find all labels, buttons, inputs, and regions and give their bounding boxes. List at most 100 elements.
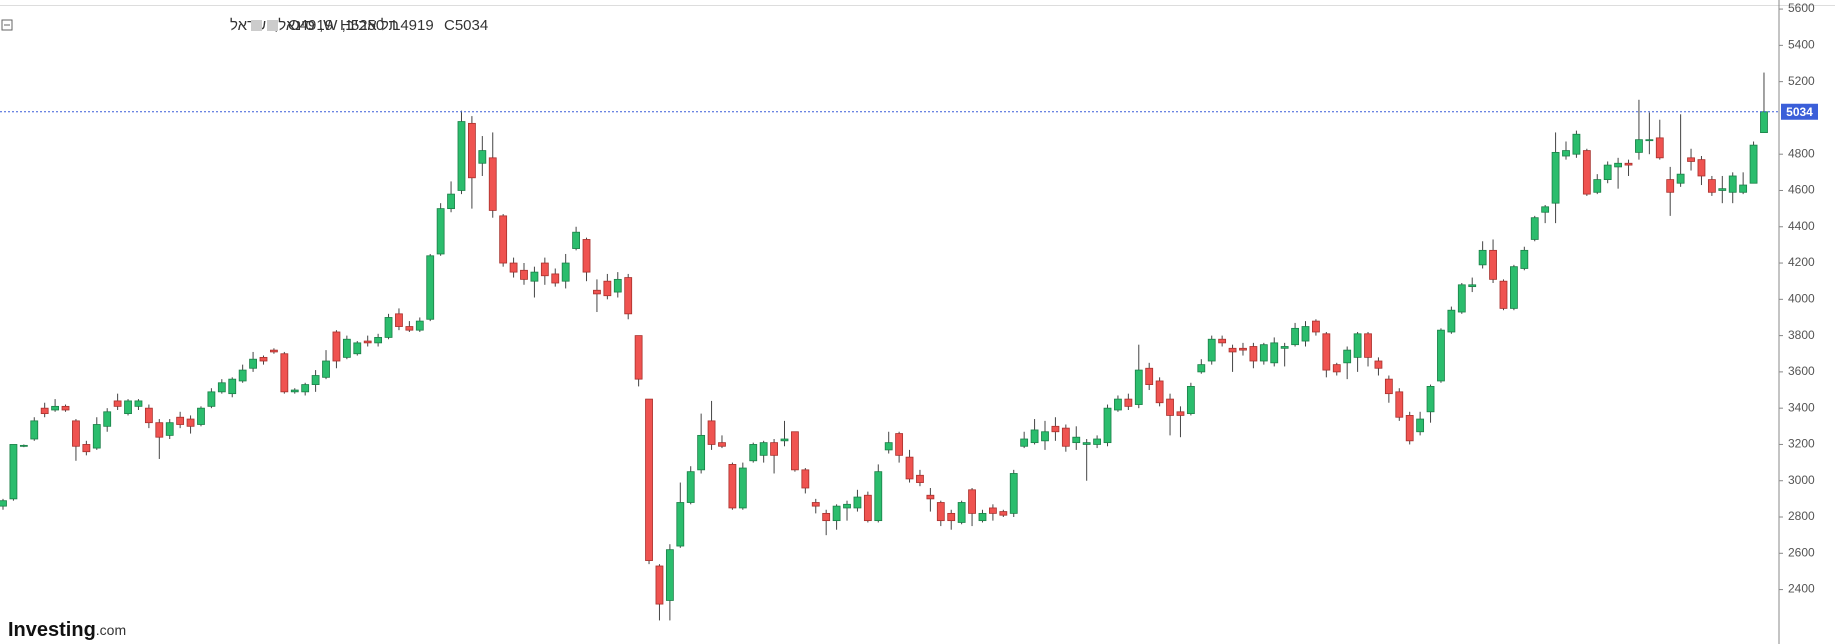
candle-body	[270, 349, 278, 353]
candle-body	[395, 313, 403, 327]
candle-body	[1624, 162, 1633, 166]
candle-body	[488, 157, 497, 211]
ohlc-label: C5034	[444, 17, 488, 34]
candle-body	[832, 505, 841, 522]
candle-body	[1155, 380, 1164, 404]
candle-body	[1728, 175, 1737, 193]
candle-body	[1457, 284, 1466, 313]
candle-body	[82, 444, 91, 453]
candle-body	[1707, 179, 1716, 193]
candle-body	[822, 512, 831, 522]
last-price-box	[1781, 103, 1818, 120]
candle-body	[72, 420, 80, 447]
candle-body	[603, 280, 612, 297]
candle-body	[1259, 344, 1268, 362]
candle-body	[1301, 326, 1310, 342]
candle-body	[884, 442, 893, 451]
candle-body	[311, 375, 320, 385]
candle-body	[1478, 249, 1487, 266]
candle-body	[1395, 391, 1404, 418]
logo-part: Investing	[8, 619, 96, 641]
candle-body	[1291, 327, 1299, 346]
y-tick-label: 2400	[1788, 582, 1815, 596]
candle-body	[478, 150, 487, 164]
logo: Investing.com	[8, 619, 126, 641]
candle-body	[697, 434, 706, 471]
candle-body	[165, 422, 174, 436]
candle-body	[155, 422, 164, 438]
candle-body	[843, 503, 851, 509]
candle-body	[895, 433, 904, 456]
close-icon[interactable]	[267, 20, 278, 31]
candle-body	[332, 331, 341, 362]
candle-body	[863, 494, 872, 522]
candle-body	[113, 400, 122, 407]
candle-body	[51, 405, 59, 411]
candle-body	[1447, 309, 1456, 333]
candle-body	[665, 549, 674, 601]
candle-body	[1739, 184, 1748, 193]
candle-body	[1416, 418, 1425, 433]
candle-body	[19, 444, 28, 447]
collapse-icon[interactable]	[1, 19, 13, 31]
candle-body	[1645, 139, 1654, 142]
ohlc-label: O4919	[288, 17, 333, 34]
candle-body	[707, 420, 716, 445]
ohlc-label: H5250	[340, 17, 384, 34]
candle-body	[582, 239, 591, 273]
candle-body	[540, 262, 549, 277]
candle-body	[1499, 280, 1508, 309]
candle-body	[1384, 378, 1393, 395]
candle-body	[457, 121, 466, 191]
candle-body	[728, 464, 737, 509]
candle-body	[9, 444, 18, 500]
candle-body	[905, 456, 914, 480]
candle-body	[207, 391, 216, 407]
candle-body	[0, 500, 7, 507]
candle-body	[124, 400, 132, 415]
candle-body	[228, 378, 237, 395]
candle-body	[353, 342, 362, 355]
candle-body	[655, 565, 664, 605]
candle-body	[342, 338, 351, 358]
candle-body	[1332, 364, 1341, 373]
candle-body	[1426, 385, 1435, 413]
candle-body	[1312, 320, 1320, 333]
candle-body	[791, 431, 799, 471]
y-tick-label: 4600	[1788, 183, 1815, 197]
candle-body	[749, 444, 758, 462]
candle-body	[436, 208, 445, 255]
candle-body	[1228, 347, 1237, 353]
candle-body	[1166, 398, 1174, 416]
y-tick-label: 5200	[1788, 74, 1815, 88]
candle-body	[1405, 415, 1414, 442]
candle-body	[415, 320, 424, 331]
candle-body	[561, 262, 570, 282]
candle-body	[1603, 164, 1612, 180]
candle-body	[1676, 173, 1685, 184]
candle-body	[1760, 111, 1768, 134]
candle-body	[144, 407, 153, 424]
candle-body	[759, 442, 768, 456]
candle-body	[1374, 360, 1383, 369]
logo-part: .com	[96, 622, 126, 638]
candle-body	[1541, 206, 1550, 213]
candle-body	[770, 442, 778, 456]
candle-body	[936, 502, 945, 522]
candle-body	[1030, 429, 1039, 444]
candle-body	[1520, 249, 1529, 269]
y-tick-label: 2600	[1788, 545, 1815, 559]
candle-body	[61, 405, 70, 411]
settings-icon[interactable]	[251, 20, 262, 31]
candle-body	[1687, 157, 1695, 162]
candle-body	[1718, 188, 1727, 191]
candle-body	[1593, 179, 1602, 193]
ohlc-label: L4919	[392, 17, 434, 34]
candle-body	[374, 337, 383, 344]
candle-body	[509, 262, 518, 273]
candle-body	[926, 494, 935, 500]
candle-body	[1093, 438, 1101, 445]
candle-body	[1322, 333, 1331, 371]
candle-body	[447, 193, 455, 210]
candle-body	[1061, 427, 1070, 447]
